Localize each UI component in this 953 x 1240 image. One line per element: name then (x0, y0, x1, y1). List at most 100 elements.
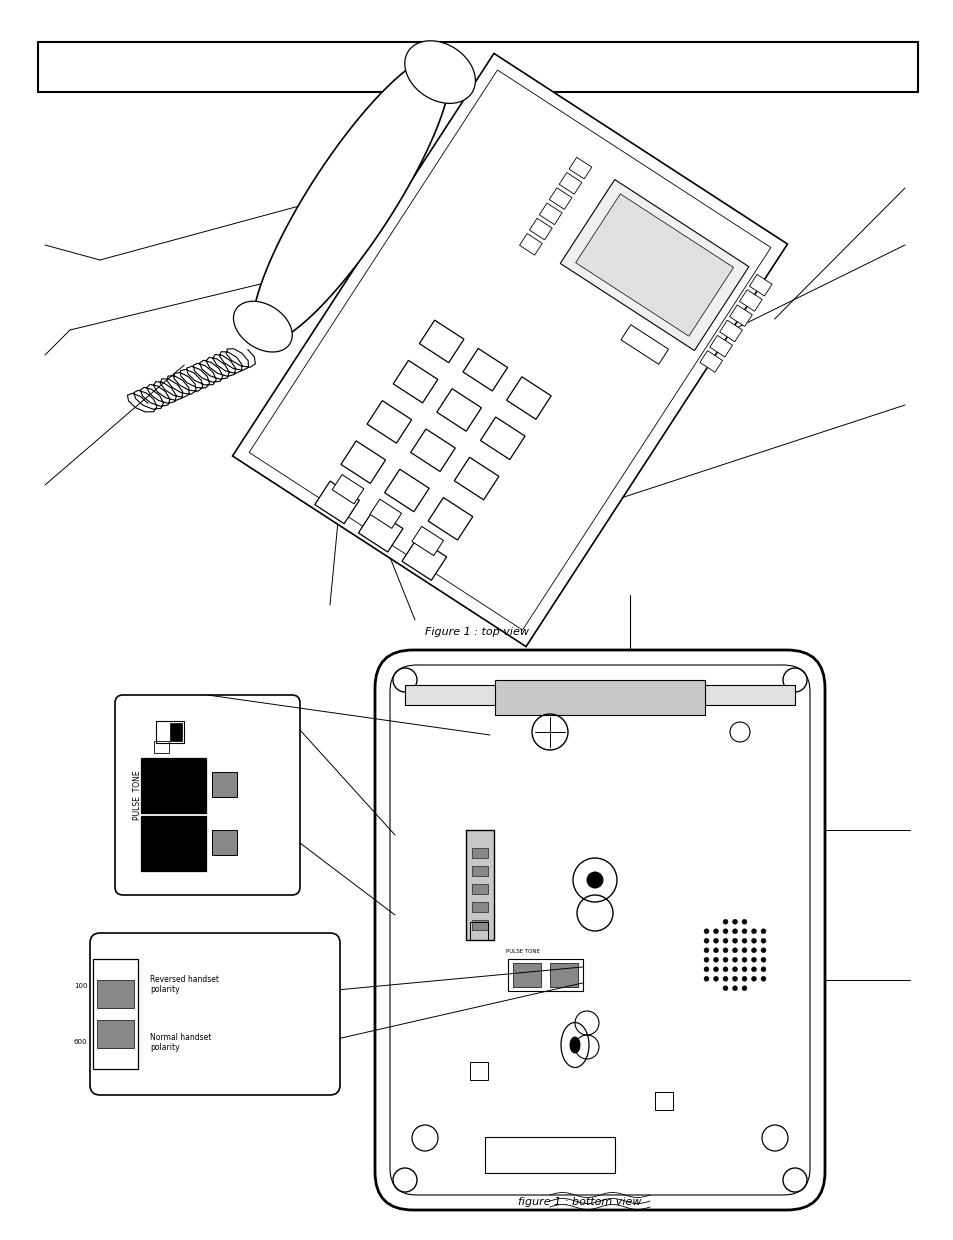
Circle shape (741, 967, 746, 972)
Circle shape (722, 929, 727, 934)
Bar (96, 980, 133, 1008)
Bar (470, 1061, 488, 1080)
Text: Figure 1 : top view: Figure 1 : top view (424, 627, 529, 637)
Polygon shape (558, 172, 581, 195)
Text: figure 1 : bottom view: figure 1 : bottom view (517, 1197, 641, 1207)
Polygon shape (559, 180, 748, 351)
Circle shape (732, 947, 737, 952)
Polygon shape (412, 526, 443, 556)
Polygon shape (253, 55, 450, 343)
Circle shape (703, 947, 708, 952)
Bar (156, 720, 184, 743)
Polygon shape (393, 361, 437, 403)
Polygon shape (462, 348, 507, 391)
Polygon shape (749, 274, 771, 296)
Circle shape (722, 967, 727, 972)
Polygon shape (428, 497, 473, 541)
Polygon shape (401, 538, 446, 580)
Circle shape (751, 976, 756, 981)
Polygon shape (314, 481, 359, 523)
Polygon shape (358, 510, 402, 552)
Circle shape (732, 986, 737, 991)
Bar (472, 866, 488, 875)
Circle shape (703, 967, 708, 972)
Bar (472, 848, 488, 858)
Circle shape (722, 976, 727, 981)
Bar (405, 684, 794, 706)
Bar (212, 830, 236, 856)
Circle shape (741, 939, 746, 944)
Bar (470, 923, 488, 940)
Polygon shape (367, 401, 412, 443)
Text: PULSE TONE: PULSE TONE (505, 949, 538, 954)
Circle shape (732, 919, 737, 924)
Circle shape (722, 986, 727, 991)
Bar (495, 680, 704, 715)
Bar (465, 830, 494, 940)
Circle shape (741, 957, 746, 962)
Polygon shape (384, 469, 429, 512)
Polygon shape (538, 203, 561, 224)
Bar (512, 963, 540, 987)
Polygon shape (575, 193, 733, 336)
Polygon shape (340, 441, 385, 484)
Bar (212, 773, 236, 797)
Circle shape (713, 947, 718, 952)
Bar (92, 959, 137, 1069)
Circle shape (751, 939, 756, 944)
Circle shape (760, 967, 765, 972)
Polygon shape (370, 500, 401, 528)
Bar (549, 963, 577, 987)
Circle shape (751, 967, 756, 972)
Polygon shape (480, 417, 524, 460)
Polygon shape (404, 41, 475, 103)
Text: Reversed handset
polarity: Reversed handset polarity (150, 975, 219, 994)
Bar (484, 1137, 615, 1173)
Circle shape (713, 929, 718, 934)
Bar (153, 742, 169, 753)
Circle shape (713, 957, 718, 962)
Polygon shape (332, 475, 363, 503)
Ellipse shape (569, 1037, 579, 1053)
Circle shape (722, 919, 727, 924)
Bar (96, 1021, 133, 1048)
Polygon shape (410, 429, 455, 471)
Circle shape (741, 986, 746, 991)
Polygon shape (233, 53, 786, 646)
Circle shape (751, 947, 756, 952)
Polygon shape (729, 305, 752, 326)
Circle shape (713, 939, 718, 944)
Circle shape (751, 929, 756, 934)
Polygon shape (549, 187, 572, 210)
Circle shape (732, 957, 737, 962)
Circle shape (703, 976, 708, 981)
Polygon shape (719, 320, 741, 342)
Bar (170, 723, 182, 742)
Circle shape (741, 929, 746, 934)
Circle shape (760, 947, 765, 952)
Bar (472, 901, 488, 911)
Circle shape (741, 947, 746, 952)
Polygon shape (454, 458, 498, 500)
Polygon shape (569, 157, 591, 179)
Bar (472, 920, 488, 930)
Circle shape (722, 947, 727, 952)
Circle shape (732, 967, 737, 972)
Polygon shape (700, 351, 721, 372)
Polygon shape (519, 233, 541, 255)
Polygon shape (709, 336, 732, 357)
Polygon shape (739, 290, 761, 311)
Circle shape (703, 939, 708, 944)
Polygon shape (529, 218, 552, 239)
Circle shape (741, 976, 746, 981)
Circle shape (722, 957, 727, 962)
Circle shape (703, 929, 708, 934)
Bar (140, 758, 205, 812)
Circle shape (751, 957, 756, 962)
Circle shape (703, 957, 708, 962)
Circle shape (732, 939, 737, 944)
FancyBboxPatch shape (90, 932, 339, 1095)
Bar (655, 1092, 672, 1110)
Polygon shape (436, 388, 481, 432)
Text: Normal handset
polarity: Normal handset polarity (150, 1033, 212, 1053)
